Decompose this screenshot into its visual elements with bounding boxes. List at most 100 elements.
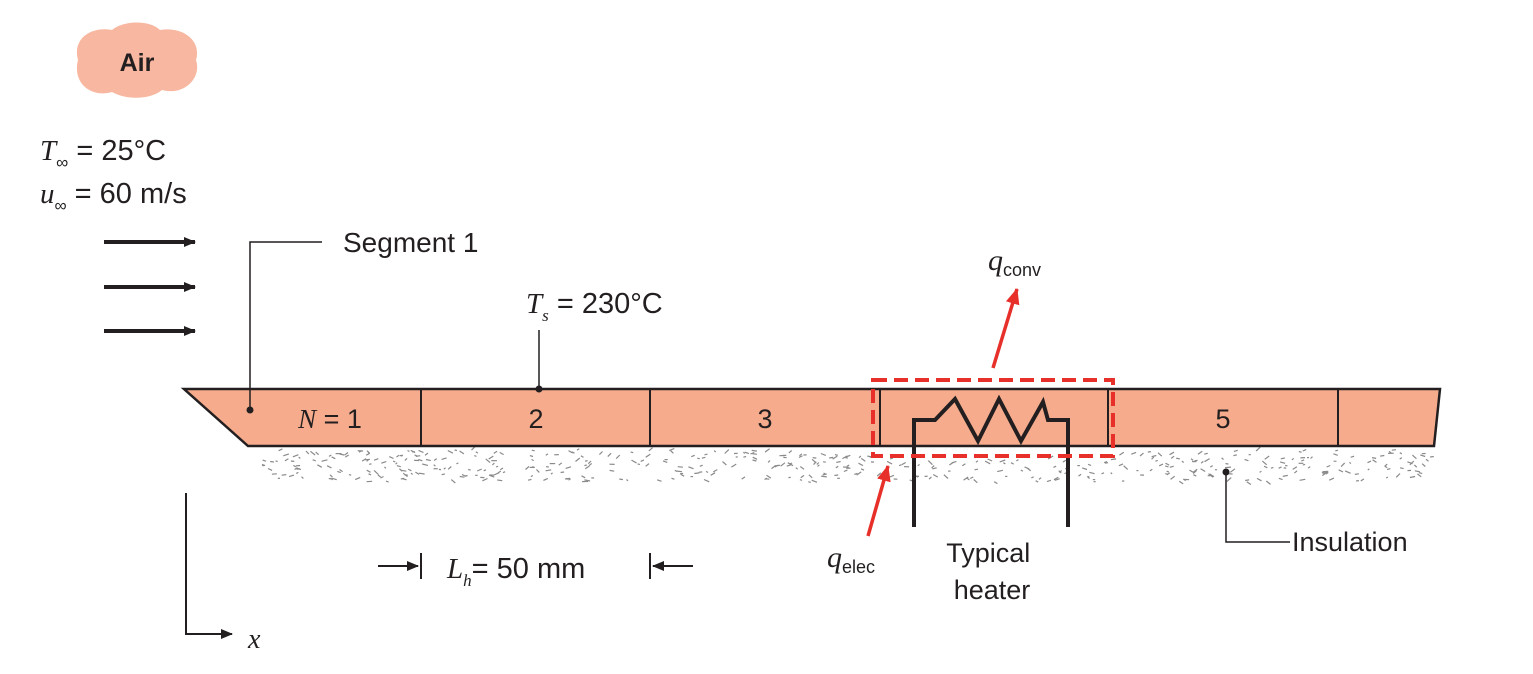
- insulation-speckle: [293, 464, 297, 468]
- insulation-speckle: [1386, 468, 1391, 471]
- insulation-speckle: [889, 457, 894, 460]
- insulation-speckle: [407, 449, 410, 452]
- insulation-speckle: [829, 456, 834, 459]
- insulation-speckle: [722, 461, 727, 466]
- insulation-speckle: [787, 462, 794, 467]
- insulation-speckle: [811, 479, 818, 483]
- insulation-speckle: [1193, 474, 1197, 477]
- insulation-speckle: [974, 468, 979, 471]
- insulation-speckle: [764, 477, 768, 481]
- insulation-speckle: [476, 468, 482, 472]
- insulation-speckle: [963, 476, 969, 481]
- insulation-speckle: [767, 460, 771, 463]
- insulation-speckle: [1322, 471, 1326, 475]
- insulation-speckle: [530, 474, 534, 478]
- insulation-speckle: [1367, 468, 1370, 471]
- insulation-speckle: [1170, 475, 1176, 480]
- insulation-speckle: [301, 476, 304, 479]
- insulation-speckle: [741, 476, 746, 480]
- heater-strip: [180, 387, 1442, 448]
- insulation-speckle: [396, 454, 400, 458]
- insulation-speckle: [305, 450, 310, 455]
- insulation-speckle: [970, 476, 974, 479]
- insulation-speckle: [1302, 449, 1307, 452]
- insulation-speckle: [1110, 472, 1113, 475]
- insulation-speckle: [1262, 460, 1268, 466]
- insulation-speckle: [267, 467, 273, 471]
- insulation-speckle: [630, 451, 634, 454]
- insulation-speckle: [292, 454, 299, 458]
- insulation-speckle: [447, 466, 452, 470]
- insulation-speckle: [1131, 451, 1137, 455]
- insulation-speckle: [1157, 452, 1163, 457]
- insulation-speckle: [283, 453, 290, 457]
- insulation-speckle: [657, 479, 662, 482]
- insulation-speckle: [1280, 457, 1285, 460]
- insulation-speckle: [1263, 465, 1268, 469]
- insulation-speckle: [1110, 458, 1117, 461]
- insulation-speckle: [1190, 458, 1194, 461]
- insulation-speckle: [381, 461, 387, 464]
- insulation-speckle: [1282, 474, 1288, 477]
- insulation-speckle: [1380, 454, 1385, 457]
- insulation-speckle: [344, 452, 349, 456]
- insulation-speckle: [1270, 466, 1274, 469]
- insulation-speckle: [1175, 457, 1180, 460]
- insulation-speckle: [497, 479, 503, 482]
- segment-1-leader: Segment 1: [246, 227, 478, 414]
- insulation-speckle: [631, 459, 637, 464]
- insulation-speckle: [1325, 471, 1329, 475]
- insulation-speckle: [766, 474, 772, 479]
- resistor-zigzag: [912, 394, 1070, 527]
- insulation-speckle: [788, 450, 793, 454]
- insulation-speckle: [680, 473, 685, 477]
- insulation-speckle: [1279, 461, 1286, 464]
- insulation-speckle: [1302, 463, 1306, 466]
- insulation-speckle: [1053, 465, 1057, 468]
- insulation-speckle: [1103, 460, 1108, 464]
- insulation-speckle: [1298, 450, 1302, 453]
- insulation-speckle: [609, 469, 615, 472]
- segment-1-leader-line: [249, 241, 322, 410]
- insulation-speckle: [410, 472, 414, 475]
- heater-length-label: Lh= 50 mm: [446, 553, 585, 590]
- insulation-speckle: [400, 454, 404, 457]
- insulation-speckle: [502, 471, 506, 474]
- insulation-label: Insulation: [1292, 527, 1408, 557]
- insulation-speckle: [1367, 460, 1372, 464]
- insulation-speckle: [764, 448, 770, 453]
- insulation-speckle: [531, 458, 534, 462]
- insulation-speckle: [876, 472, 882, 477]
- insulation-speckle: [645, 453, 651, 458]
- insulation-speckle: [928, 476, 932, 480]
- insulation-speckle: [973, 479, 978, 484]
- insulation-speckle: [331, 456, 336, 460]
- q-elec-label: qelec: [827, 541, 875, 577]
- insulation-speckle: [1119, 451, 1125, 456]
- insulation-speckle: [1384, 463, 1388, 467]
- insulation-speckle: [1333, 453, 1338, 456]
- insulation-speckle: [1225, 466, 1232, 469]
- insulation-speckle: [1395, 473, 1401, 478]
- insulation-speckle: [1291, 457, 1294, 461]
- insulation-speckle: [493, 472, 500, 476]
- insulation-speckle: [1169, 465, 1174, 468]
- insulation-speckle: [1089, 471, 1095, 475]
- insulation-speckle: [543, 477, 549, 481]
- insulation-speckle: [368, 473, 372, 476]
- insulation-speckle: [1292, 466, 1298, 470]
- insulation-speckle: [1338, 469, 1344, 473]
- segment-label-2: 2: [528, 404, 543, 434]
- insulation-speckle: [1384, 465, 1388, 469]
- insulation-speckle: [284, 458, 289, 462]
- insulation-speckle: [932, 473, 939, 478]
- insulation-speckle: [424, 452, 429, 456]
- insulation-speckle: [1233, 454, 1238, 457]
- insulation-speckle: [1204, 458, 1210, 463]
- insulation-speckle: [1192, 468, 1198, 473]
- insulation-speckle: [361, 458, 367, 462]
- insulation-speckle: [475, 451, 479, 454]
- insulation-speckle: [1169, 451, 1175, 456]
- insulation-speckle: [1166, 470, 1170, 473]
- insulation-speckle: [619, 478, 623, 481]
